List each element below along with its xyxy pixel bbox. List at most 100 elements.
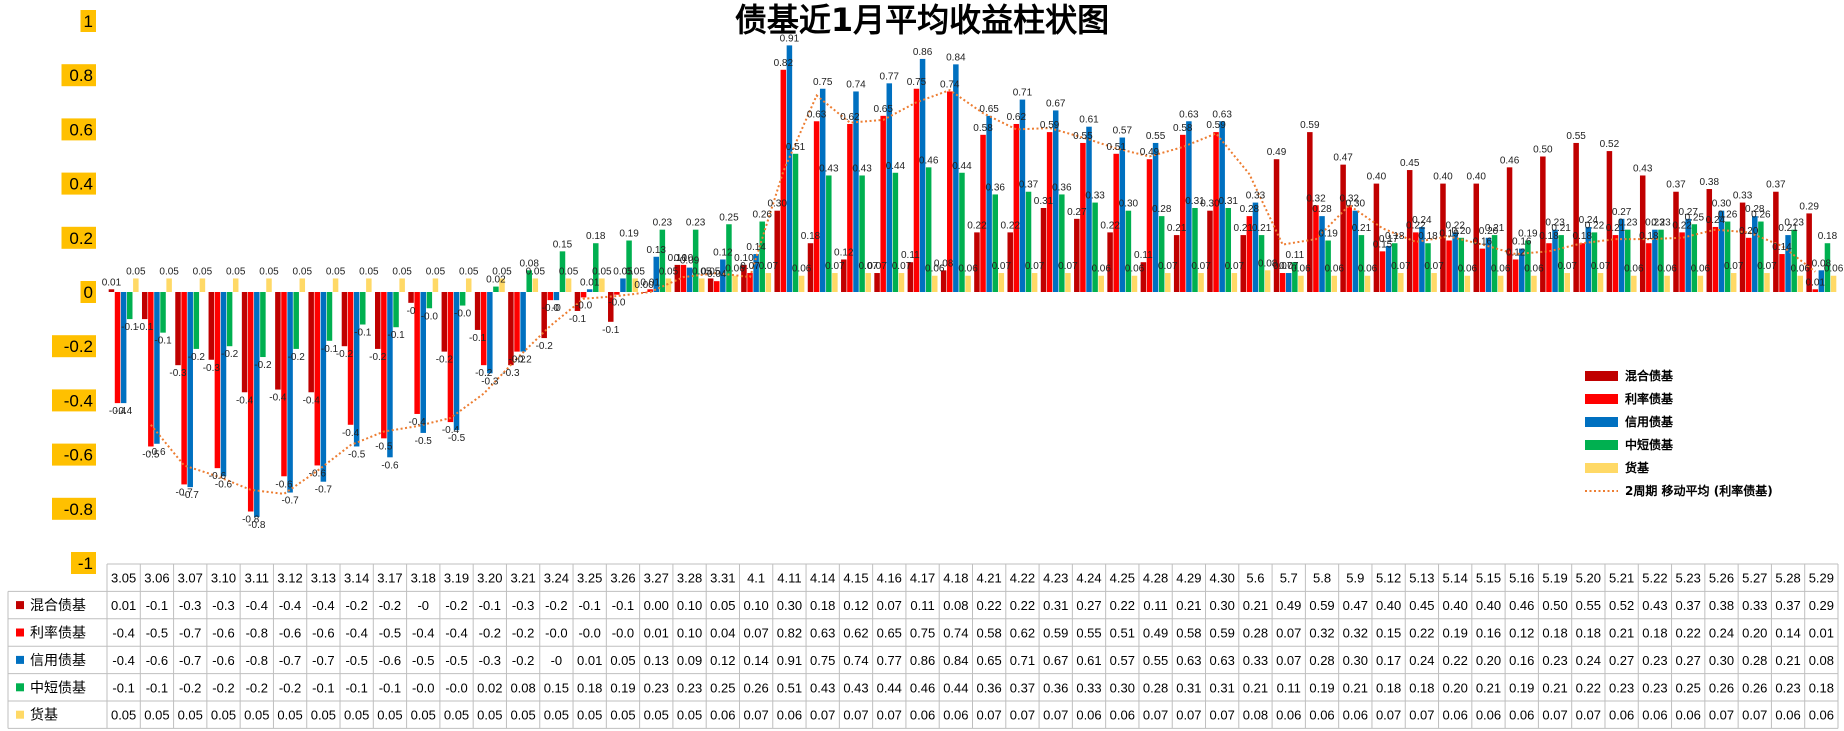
table-cell: 0.10 <box>743 598 768 613</box>
bar <box>447 292 454 423</box>
table-cell: 0.49 <box>1143 626 1168 641</box>
table-cell: 0.26 <box>1709 680 1734 695</box>
data-label: 0.86 <box>913 47 933 58</box>
bar <box>247 292 254 512</box>
y-tick-bg <box>61 118 96 141</box>
bar <box>1019 99 1026 292</box>
bar <box>593 243 599 292</box>
data-label: 0.09 <box>680 256 700 267</box>
table-cell: 0.65 <box>976 653 1001 668</box>
y-tick-bg <box>80 10 96 32</box>
data-label: -0.2 <box>288 352 306 363</box>
table-cell: 0.06 <box>1642 708 1667 723</box>
data-label: 0.37 <box>1766 180 1786 191</box>
bar <box>780 69 787 292</box>
bar <box>347 292 354 425</box>
data-label: 0.27 <box>1678 207 1698 218</box>
table-cell: 0.25 <box>710 680 735 695</box>
data-label: 0.52 <box>1600 139 1620 150</box>
table-cell: -0.6 <box>279 626 301 641</box>
bar <box>919 58 926 292</box>
bar <box>232 278 239 292</box>
table-cell: 0.06 <box>1476 708 1501 723</box>
data-label: 0.28 <box>1152 204 1172 215</box>
data-label: -0.1 <box>602 325 620 336</box>
data-label: 0.19 <box>1318 229 1338 240</box>
table-category: 4.23 <box>1043 571 1068 586</box>
table-cell: 0.43 <box>1642 598 1667 613</box>
table-category: 3.19 <box>444 571 469 586</box>
table-cell: 0.05 <box>510 708 535 723</box>
bar <box>175 292 181 366</box>
table-cell: -0.2 <box>246 680 268 695</box>
bar <box>1240 235 1246 292</box>
table-cell: -0 <box>417 598 429 613</box>
bar <box>1413 232 1419 292</box>
table-row-header: 中短债基 <box>30 679 86 696</box>
data-label: 0.23 <box>686 218 706 229</box>
table-category: 3.11 <box>245 571 269 586</box>
data-label: 0.59 <box>1300 120 1320 131</box>
data-label: -0.4 <box>342 428 360 439</box>
bar <box>1464 275 1471 292</box>
data-label: 0.32 <box>1306 193 1326 204</box>
bar <box>699 278 705 292</box>
table-cell: -0.0 <box>612 626 634 641</box>
table-cell: 0.82 <box>777 626 802 641</box>
data-label: 0.08 <box>1812 258 1832 269</box>
bar <box>798 275 805 292</box>
data-label: -0.6 <box>148 447 166 458</box>
table-cell: -0.5 <box>445 653 467 668</box>
data-label: -0.2 <box>514 355 532 366</box>
table-cell: -0.6 <box>312 626 334 641</box>
table-cell: 0.36 <box>1043 680 1068 695</box>
bar <box>1313 205 1319 292</box>
data-label: -0.0 <box>542 303 560 314</box>
table-cell: 0.43 <box>843 680 868 695</box>
data-label: 0.04 <box>707 269 727 280</box>
bar <box>707 278 714 292</box>
data-label: -0.5 <box>142 449 160 460</box>
bar <box>692 229 699 292</box>
data-label: -0.7 <box>315 485 333 496</box>
bar <box>293 292 299 349</box>
table-cell: -0.1 <box>146 680 168 695</box>
table-cell: -0.2 <box>179 680 201 695</box>
data-label: 0.07 <box>740 261 760 272</box>
table-cell: 0.18 <box>810 598 835 613</box>
data-label: 0.75 <box>907 77 927 88</box>
table-cell: 0.23 <box>677 680 702 695</box>
bar <box>608 292 614 322</box>
bar <box>559 251 566 292</box>
table-category: 5.8 <box>1313 571 1331 586</box>
bar <box>1346 205 1352 292</box>
bar <box>1086 126 1092 292</box>
table-category: 4.15 <box>843 571 868 586</box>
bar <box>1606 151 1613 292</box>
table-cell: 0.12 <box>1509 626 1534 641</box>
bar <box>813 121 820 293</box>
bar <box>1546 243 1552 292</box>
bar <box>1431 273 1437 292</box>
table-cell: 0.16 <box>1509 653 1534 668</box>
data-label: 0.51 <box>1106 142 1126 153</box>
data-label: 0.67 <box>1046 98 1066 109</box>
data-label: 0.24 <box>1412 215 1432 226</box>
bar <box>281 292 287 477</box>
bar <box>1025 191 1032 292</box>
table-cell: 0.33 <box>1742 598 1767 613</box>
data-label: -0.2 <box>475 368 493 379</box>
bar <box>514 292 520 352</box>
bar <box>1773 191 1779 292</box>
data-label: 0.05 <box>459 266 479 277</box>
data-label: 0.05 <box>359 266 379 277</box>
table-cell: 0.62 <box>1010 626 1035 641</box>
data-label: 0.33 <box>1246 191 1266 202</box>
data-label: 0.22 <box>1406 220 1426 231</box>
table-legend-key <box>16 710 24 719</box>
data-label: 0.01 <box>580 277 600 288</box>
table-category: 4.24 <box>1076 571 1101 586</box>
table-cell: 0.18 <box>1576 626 1601 641</box>
bar <box>974 232 980 292</box>
bar <box>126 292 133 320</box>
